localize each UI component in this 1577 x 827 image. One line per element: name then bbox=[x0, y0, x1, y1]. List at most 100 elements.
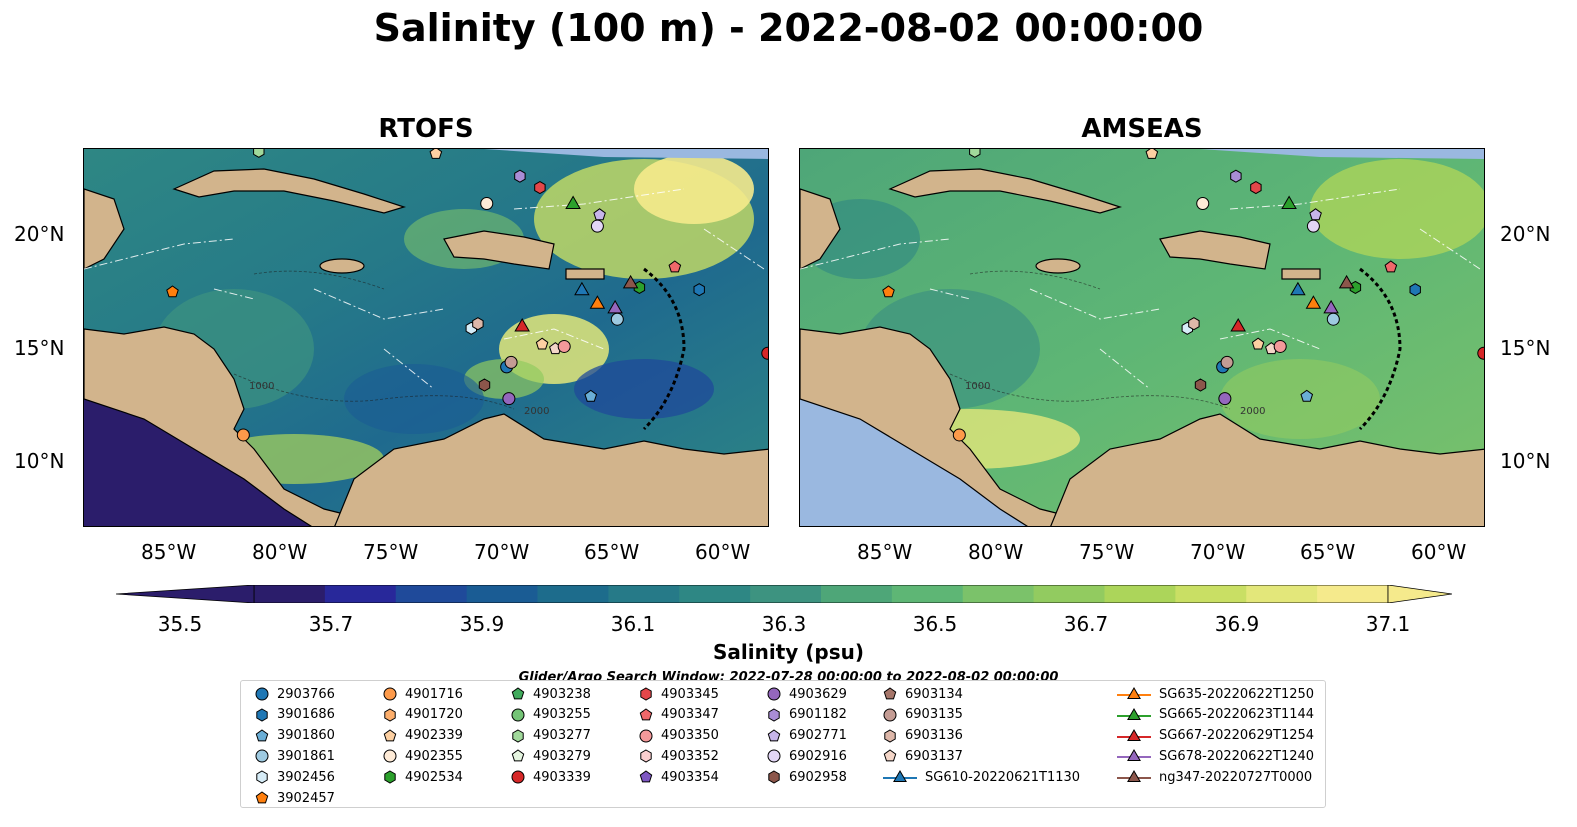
legend-item: 4903279 bbox=[511, 746, 591, 766]
glider-marker[interactable] bbox=[1323, 299, 1339, 314]
float-marker[interactable] bbox=[480, 196, 494, 210]
legend-label: SG667-20220629T1254 bbox=[1159, 728, 1315, 744]
legend-item: 3902456 bbox=[255, 767, 335, 787]
glider-marker[interactable] bbox=[1290, 281, 1306, 296]
legend-label: 4903277 bbox=[533, 728, 591, 744]
circle-marker-icon bbox=[767, 749, 781, 763]
float-marker[interactable] bbox=[1145, 149, 1159, 159]
float-marker[interactable] bbox=[1273, 339, 1287, 353]
float-marker[interactable] bbox=[253, 149, 265, 158]
float-marker[interactable] bbox=[761, 346, 769, 360]
lon-tick: 60°W bbox=[1411, 540, 1467, 564]
float-marker[interactable] bbox=[1251, 337, 1265, 350]
glider-marker[interactable] bbox=[574, 281, 590, 296]
contour-label: 1000 bbox=[249, 381, 274, 392]
float-marker[interactable] bbox=[502, 392, 516, 406]
float-marker[interactable] bbox=[534, 181, 546, 195]
shelf-area bbox=[84, 149, 768, 159]
legend-item: SG635-20220622T1250 bbox=[1117, 684, 1314, 704]
pacific-ocean bbox=[800, 399, 1027, 526]
float-marker[interactable] bbox=[969, 149, 981, 158]
float-marker[interactable] bbox=[1409, 283, 1421, 297]
glider-marker[interactable] bbox=[1281, 195, 1297, 209]
float-markers bbox=[882, 149, 1485, 442]
colorbar-bin bbox=[750, 585, 822, 603]
float-marker[interactable] bbox=[514, 169, 526, 183]
glider-marker[interactable] bbox=[589, 295, 606, 309]
glider-marker[interactable] bbox=[565, 195, 581, 209]
float-marker[interactable] bbox=[1384, 260, 1398, 273]
colorbar-tick: 35.5 bbox=[157, 612, 203, 636]
float-marker[interactable] bbox=[590, 219, 604, 233]
glider-marker[interactable] bbox=[514, 318, 530, 332]
legend-label: 6901182 bbox=[789, 707, 847, 723]
contour-label: 1000 bbox=[965, 381, 990, 392]
lon-tick: 70°W bbox=[1190, 540, 1246, 564]
float-markers bbox=[166, 149, 769, 442]
lesser-antilles bbox=[642, 267, 686, 431]
legend-item: 6902958 bbox=[767, 767, 847, 787]
depth-contour bbox=[949, 270, 1231, 410]
legend-item: 3901861 bbox=[255, 746, 335, 766]
float-marker[interactable] bbox=[1194, 378, 1207, 392]
float-marker[interactable] bbox=[1309, 208, 1322, 221]
float-marker[interactable] bbox=[1218, 392, 1232, 406]
boundary-lines bbox=[800, 188, 1481, 390]
colorbar-tick: 35.7 bbox=[308, 612, 354, 636]
land-yucatan bbox=[800, 188, 841, 270]
float-marker[interactable] bbox=[1250, 181, 1262, 195]
float-marker[interactable] bbox=[668, 260, 682, 273]
float-marker[interactable] bbox=[1326, 312, 1340, 326]
float-marker[interactable] bbox=[1300, 389, 1314, 402]
colorbar-bin bbox=[1317, 585, 1389, 603]
float-marker[interactable] bbox=[504, 355, 518, 369]
pentagon-marker-icon bbox=[383, 728, 397, 741]
legend-label: 6902958 bbox=[789, 769, 847, 785]
float-marker[interactable] bbox=[472, 317, 484, 331]
float-marker[interactable] bbox=[166, 285, 179, 298]
legend-item: 4903238 bbox=[511, 684, 591, 704]
glider-marker[interactable] bbox=[622, 274, 639, 289]
float-marker[interactable] bbox=[557, 339, 571, 353]
float-marker[interactable] bbox=[1196, 196, 1210, 210]
legend-item: 2903766 bbox=[255, 684, 335, 704]
float-marker[interactable] bbox=[429, 149, 443, 159]
float-marker[interactable] bbox=[693, 283, 705, 297]
boundary-lines bbox=[84, 188, 765, 390]
float-marker[interactable] bbox=[593, 208, 606, 221]
float-marker[interactable] bbox=[535, 337, 549, 350]
float-marker[interactable] bbox=[882, 285, 895, 298]
legend-label: 4902339 bbox=[405, 728, 463, 744]
colorbar-bin bbox=[679, 585, 751, 603]
float-marker[interactable] bbox=[1230, 169, 1242, 183]
map-panel-amseas[interactable]: 1000 2000 bbox=[799, 148, 1485, 527]
hexagon-marker-icon bbox=[640, 687, 652, 701]
land-south-america bbox=[1050, 413, 1484, 526]
lon-tick: 80°W bbox=[252, 540, 308, 564]
float-marker[interactable] bbox=[1477, 346, 1485, 360]
glider-marker[interactable] bbox=[1305, 295, 1322, 309]
legend-label: 4903279 bbox=[533, 748, 591, 764]
float-marker[interactable] bbox=[584, 389, 598, 402]
legend-item: 4903347 bbox=[639, 705, 719, 725]
land-yucatan bbox=[84, 188, 125, 270]
float-marker[interactable] bbox=[952, 428, 966, 442]
legend-item: 3901860 bbox=[255, 726, 335, 746]
legend-label: 6902916 bbox=[789, 748, 847, 764]
pentagon-marker-icon bbox=[511, 687, 525, 700]
map-panel-rtofs[interactable]: 1000 2000 bbox=[83, 148, 769, 527]
glider-marker[interactable] bbox=[1230, 318, 1246, 332]
float-marker[interactable] bbox=[478, 378, 491, 392]
float-marker[interactable] bbox=[1306, 219, 1320, 233]
glider-marker[interactable] bbox=[1338, 274, 1355, 289]
float-marker[interactable] bbox=[1188, 317, 1200, 331]
legend-item: SG678-20220622T1240 bbox=[1117, 746, 1314, 766]
land-jamaica bbox=[1035, 258, 1081, 274]
float-marker[interactable] bbox=[236, 428, 250, 442]
legend-item: 6902916 bbox=[767, 746, 847, 766]
legend-item: 6903134 bbox=[883, 684, 963, 704]
float-marker[interactable] bbox=[1220, 355, 1234, 369]
glider-marker[interactable] bbox=[607, 299, 623, 314]
legend-label: SG635-20220622T1250 bbox=[1159, 686, 1315, 702]
float-marker[interactable] bbox=[610, 312, 624, 326]
